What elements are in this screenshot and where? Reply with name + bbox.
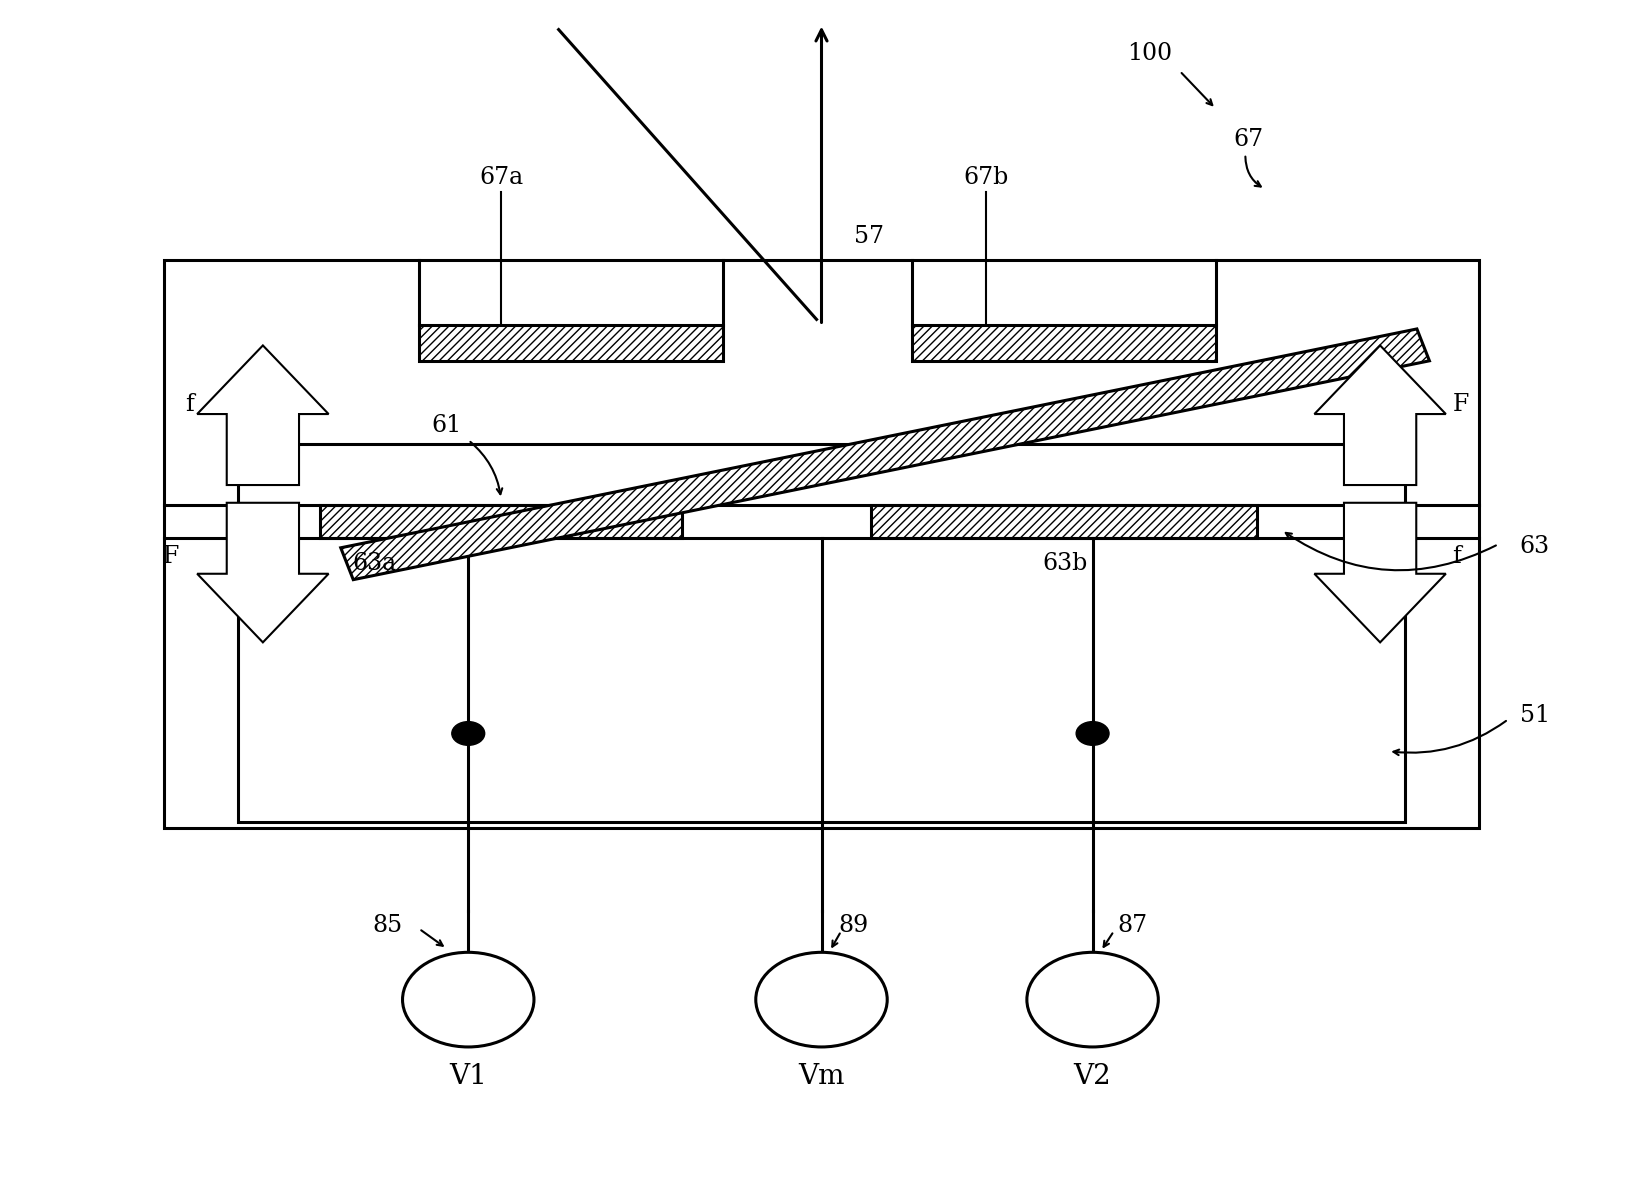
Text: 89: 89	[838, 913, 868, 937]
Text: 57: 57	[854, 225, 884, 248]
Polygon shape	[197, 345, 329, 485]
Text: f: f	[186, 393, 194, 416]
Text: 67a: 67a	[480, 166, 522, 189]
Bar	[238, 444, 1405, 822]
Text: 63b: 63b	[1042, 551, 1088, 575]
Polygon shape	[340, 329, 1429, 580]
Bar	[419, 325, 723, 361]
Bar	[320, 505, 682, 538]
Text: Vm: Vm	[798, 1064, 845, 1090]
Circle shape	[1076, 722, 1109, 745]
Circle shape	[452, 722, 485, 745]
Text: 63: 63	[1520, 535, 1549, 558]
Circle shape	[756, 952, 887, 1047]
Text: 51: 51	[1520, 704, 1549, 728]
Polygon shape	[1314, 503, 1446, 642]
Text: 100: 100	[1127, 41, 1173, 65]
Text: 63a: 63a	[353, 551, 396, 575]
Bar	[164, 260, 1479, 828]
Circle shape	[1027, 952, 1158, 1047]
Text: F: F	[163, 544, 179, 568]
Text: F: F	[1452, 393, 1469, 416]
Text: 85: 85	[373, 913, 403, 937]
Bar	[871, 505, 1257, 538]
Text: V2: V2	[1075, 1064, 1111, 1090]
Text: f: f	[1452, 544, 1461, 568]
Circle shape	[403, 952, 534, 1047]
Text: 61: 61	[432, 414, 462, 438]
Polygon shape	[1314, 345, 1446, 485]
Polygon shape	[197, 503, 329, 642]
Text: 87: 87	[1117, 913, 1147, 937]
Bar	[912, 325, 1216, 361]
Text: 67b: 67b	[963, 166, 1009, 189]
Text: 67: 67	[1234, 128, 1263, 151]
Text: V1: V1	[449, 1064, 488, 1090]
